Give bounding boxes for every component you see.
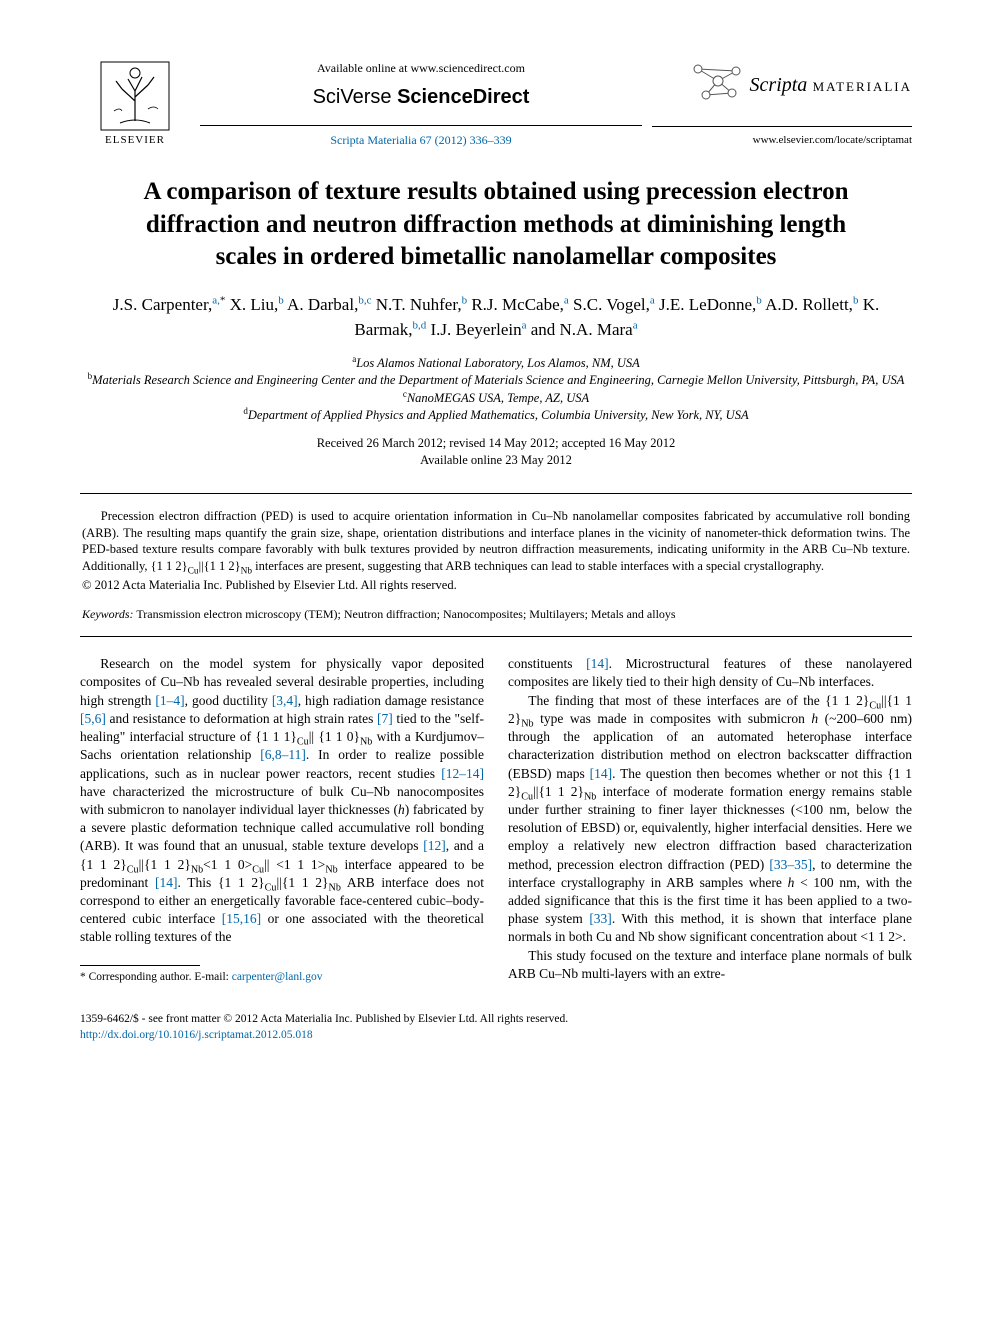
elsevier-tree-icon [100,61,170,131]
affiliation-a: aLos Alamos National Laboratory, Los Ala… [80,355,912,373]
scripta-text: Scripta MATERIALIA [750,72,912,99]
body-columns: Research on the model system for physica… [80,655,912,985]
center-header: Available online at www.sciencedirect.co… [190,60,652,148]
article-dates: Received 26 March 2012; revised 14 May 2… [80,435,912,469]
keywords-text: Transmission electron microscopy (TEM); … [134,607,676,621]
received-date: Received 26 March 2012; revised 14 May 2… [80,435,912,452]
copyright-line: © 2012 Acta Materialia Inc. Published by… [82,577,910,594]
footnote-email-link[interactable]: carpenter@lanl.gov [232,971,323,983]
journal-url[interactable]: www.elsevier.com/locate/scriptamat [652,133,912,148]
author-list: J.S. Carpenter,a,* X. Liu,b A. Darbal,b,… [100,292,892,343]
affiliation-b: bMaterials Research Science and Engineer… [80,372,912,390]
keywords-line: Keywords: Transmission electron microsco… [82,606,910,622]
body-paragraph-4: This study focused on the texture and in… [508,947,912,983]
corresponding-author-footnote: * Corresponding author. E-mail: carpente… [80,970,484,986]
scripta-caps: MATERIALIA [807,79,912,94]
doi-link[interactable]: http://dx.doi.org/10.1016/j.scriptamat.2… [80,1029,313,1041]
journal-reference[interactable]: Scripta Materialia 67 (2012) 336–339 [200,132,642,148]
column-right: constituents [14]. Microstructural featu… [508,655,912,985]
elsevier-label: ELSEVIER [105,133,165,148]
body-paragraph-2: constituents [14]. Microstructural featu… [508,655,912,691]
journal-header: ELSEVIER Available online at www.science… [80,60,912,148]
scripta-network-icon [688,61,744,110]
available-online-text: Available online at www.sciencedirect.co… [200,60,642,76]
sciverse-main: ScienceDirect [392,86,530,108]
header-rule [200,125,642,126]
scripta-logo: Scripta MATERIALIA [652,61,912,110]
sciverse-prefix: SciVerse [313,86,392,108]
footnote-separator [80,965,200,966]
sciverse-logo: SciVerse ScienceDirect [200,84,642,111]
body-paragraph-1: Research on the model system for physica… [80,655,484,947]
logo-rule [652,126,912,127]
elsevier-logo-block: ELSEVIER [80,61,190,148]
scripta-italic: Scripta [750,74,808,96]
affiliation-d: dDepartment of Applied Physics and Appli… [80,407,912,425]
footer-copyright: 1359-6462/$ - see front matter © 2012 Ac… [80,1011,912,1027]
body-paragraph-3: The finding that most of these interface… [508,692,912,947]
abstract-text: Precession electron diffraction (PED) is… [82,508,910,576]
online-date: Available online 23 May 2012 [80,452,912,469]
keywords-label: Keywords: [82,607,134,621]
affiliations: aLos Alamos National Laboratory, Los Ala… [80,355,912,425]
affiliation-c: cNanoMEGAS USA, Tempe, AZ, USA [80,390,912,408]
article-title: A comparison of texture results obtained… [120,176,872,274]
journal-logo-block: Scripta MATERIALIA www.elsevier.com/loca… [652,61,912,148]
abstract-block: Precession electron diffraction (PED) is… [80,493,912,638]
footnote-label: * Corresponding author. E-mail: [80,971,232,983]
page-footer: 1359-6462/$ - see front matter © 2012 Ac… [80,1011,912,1043]
column-left: Research on the model system for physica… [80,655,484,985]
